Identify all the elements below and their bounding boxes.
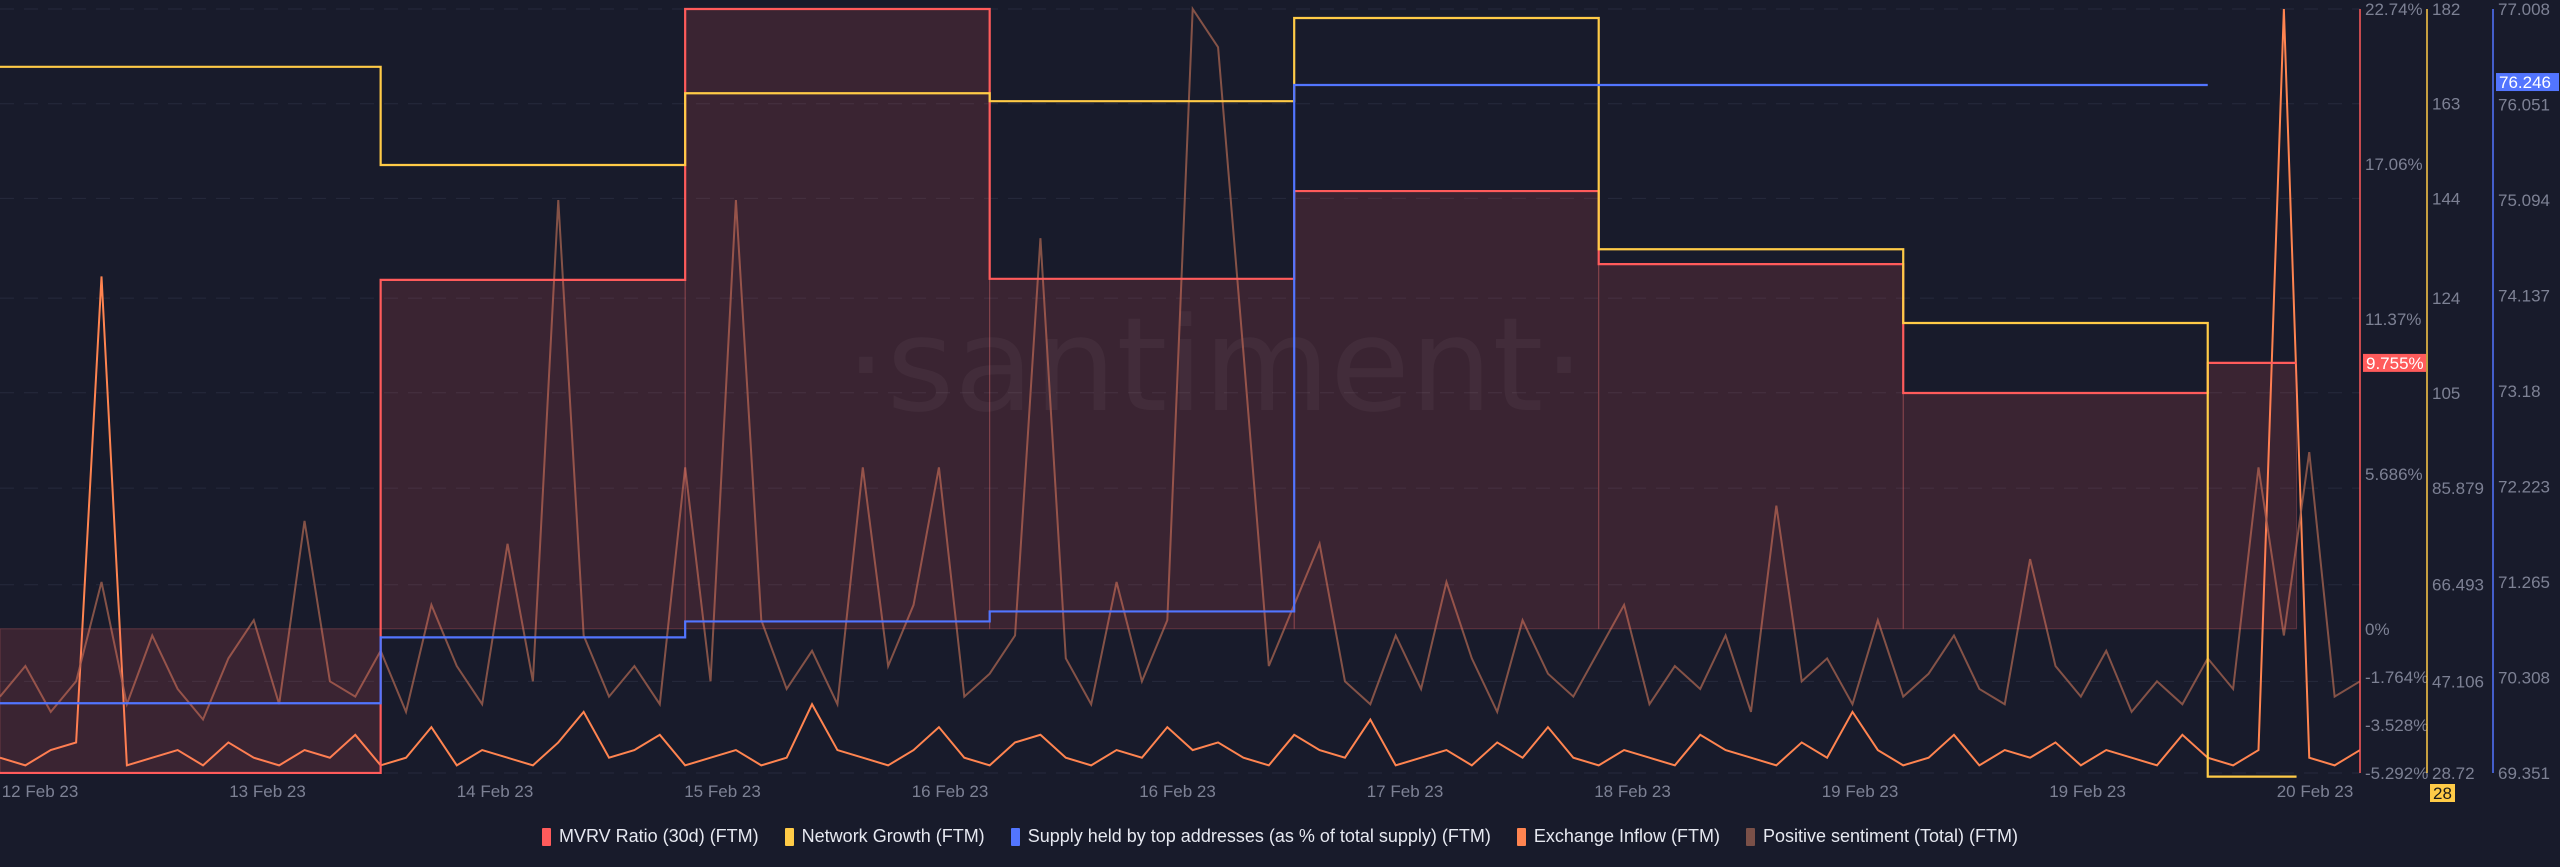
watermark: ·santiment·: [845, 289, 1585, 441]
mvrv-area-segment: [1598, 263, 1904, 630]
x-axis-tick-label: 16 Feb 23: [912, 782, 989, 801]
x-axis-tick-label: 12 Feb 23: [2, 782, 79, 801]
legend-label: Supply held by top addresses (as % of to…: [1027, 826, 1491, 846]
y-axis-tick-label: 105: [2432, 384, 2460, 403]
x-axis-tick-label: 20 Feb 23: [2277, 782, 2354, 801]
y-axis-tick-label: 77.008: [2498, 0, 2550, 19]
legend-item[interactable]: MVRV Ratio (30d) (FTM): [541, 826, 759, 847]
y-axis-tick-label: -3.528%: [2365, 716, 2428, 735]
legend-item[interactable]: Supply held by top addresses (as % of to…: [1010, 826, 1491, 847]
y-axis-tick-label: 0%: [2365, 620, 2390, 639]
y-axis-tick-label: 22.74%: [2365, 0, 2423, 19]
mvrv-area-segment: [684, 8, 991, 630]
y-axis-tick-label: 47.106: [2432, 672, 2484, 691]
y-axis-tick-label: 182: [2432, 0, 2460, 19]
legend-item[interactable]: Exchange Inflow (FTM): [1516, 826, 1720, 847]
x-axis-tick-label: 13 Feb 23: [229, 782, 306, 801]
y-axis-tick-label: 11.37%: [2365, 310, 2421, 329]
mvrv-area-segment: [0, 628, 382, 774]
last-value-label: 76.246: [2499, 73, 2551, 92]
series-line-supply-top-addresses: [0, 83, 2208, 705]
legend-label: MVRV Ratio (30d) (FTM): [558, 826, 759, 846]
legend: MVRV Ratio (30d) (FTM) Network Growth (FT…: [0, 826, 2560, 847]
y-axis-tick-label: -5.292%: [2365, 764, 2428, 783]
y-axis-tick-label: 74.137: [2498, 286, 2550, 305]
legend-item[interactable]: Network Growth (FTM): [784, 826, 985, 847]
legend-label: Exchange Inflow (FTM): [1533, 826, 1720, 846]
y-axis-tick-label: 28.72: [2432, 764, 2475, 783]
series-line-exchange-inflow: [0, 8, 2361, 767]
y-axis-tick-label: -1.764%: [2365, 668, 2428, 687]
y-axis-tick-label: 75.094: [2498, 191, 2550, 210]
legend-label: Positive sentiment (Total) (FTM): [1762, 826, 2019, 846]
x-axis-tick-label: 19 Feb 23: [1822, 782, 1899, 801]
y-axis-tick-label: 76.051: [2498, 95, 2550, 114]
x-axis-tick-label: 19 Feb 23: [2049, 782, 2126, 801]
last-value-badge: [2496, 73, 2559, 92]
mvrv-area-segment: [380, 279, 686, 630]
last-value-label: 9.755%: [2366, 354, 2424, 373]
mvrv-area-segment: [1293, 190, 1600, 630]
series-line-network-growth: [0, 16, 2297, 778]
mvrv-area-segment: [989, 278, 1295, 630]
legend-label: Network Growth (FTM): [801, 826, 985, 846]
y-axis-tick-label: 66.493: [2432, 576, 2484, 595]
y-axis-tick-label: 5.686%: [2365, 465, 2423, 484]
last-value-badge: [2430, 784, 2455, 802]
y-axis-tick-label: 17.06%: [2365, 155, 2423, 174]
y-axis-tick-label: 73.18: [2498, 382, 2541, 401]
y-axis-tick-label: 71.265: [2498, 573, 2550, 592]
y-axis-tick-label: 72.223: [2498, 477, 2550, 496]
x-axis-tick-label: 18 Feb 23: [1594, 782, 1671, 801]
series-line-positive-sentiment: [0, 5, 2361, 722]
legend-item[interactable]: Positive sentiment (Total) (FTM): [1745, 826, 2019, 847]
y-axis-tick-label: 124: [2432, 289, 2460, 308]
x-axis-tick-label: 16 Feb 23: [1139, 782, 1216, 801]
legend-swatch: [784, 827, 794, 846]
mvrv-area-segment: [2207, 362, 2298, 630]
y-axis-tick-label: 163: [2432, 95, 2460, 114]
x-axis-tick-label: 17 Feb 23: [1367, 782, 1444, 801]
x-axis-tick-label: 15 Feb 23: [684, 782, 761, 801]
y-axis-tick-label: 70.308: [2498, 669, 2550, 688]
x-axis-tick-label: 14 Feb 23: [457, 782, 534, 801]
legend-swatch: [1010, 827, 1020, 846]
y-axis-tick-label: 144: [2432, 189, 2460, 208]
last-value-badge: [2363, 353, 2426, 372]
y-axis-tick-label: 69.351: [2498, 764, 2550, 783]
legend-swatch: [1516, 827, 1526, 846]
legend-swatch: [541, 827, 551, 846]
mvrv-area-segment: [1902, 392, 2209, 630]
legend-swatch: [1745, 827, 1755, 846]
y-axis-tick-label: 85.879: [2432, 479, 2484, 498]
last-value-label: 28: [2433, 784, 2452, 803]
